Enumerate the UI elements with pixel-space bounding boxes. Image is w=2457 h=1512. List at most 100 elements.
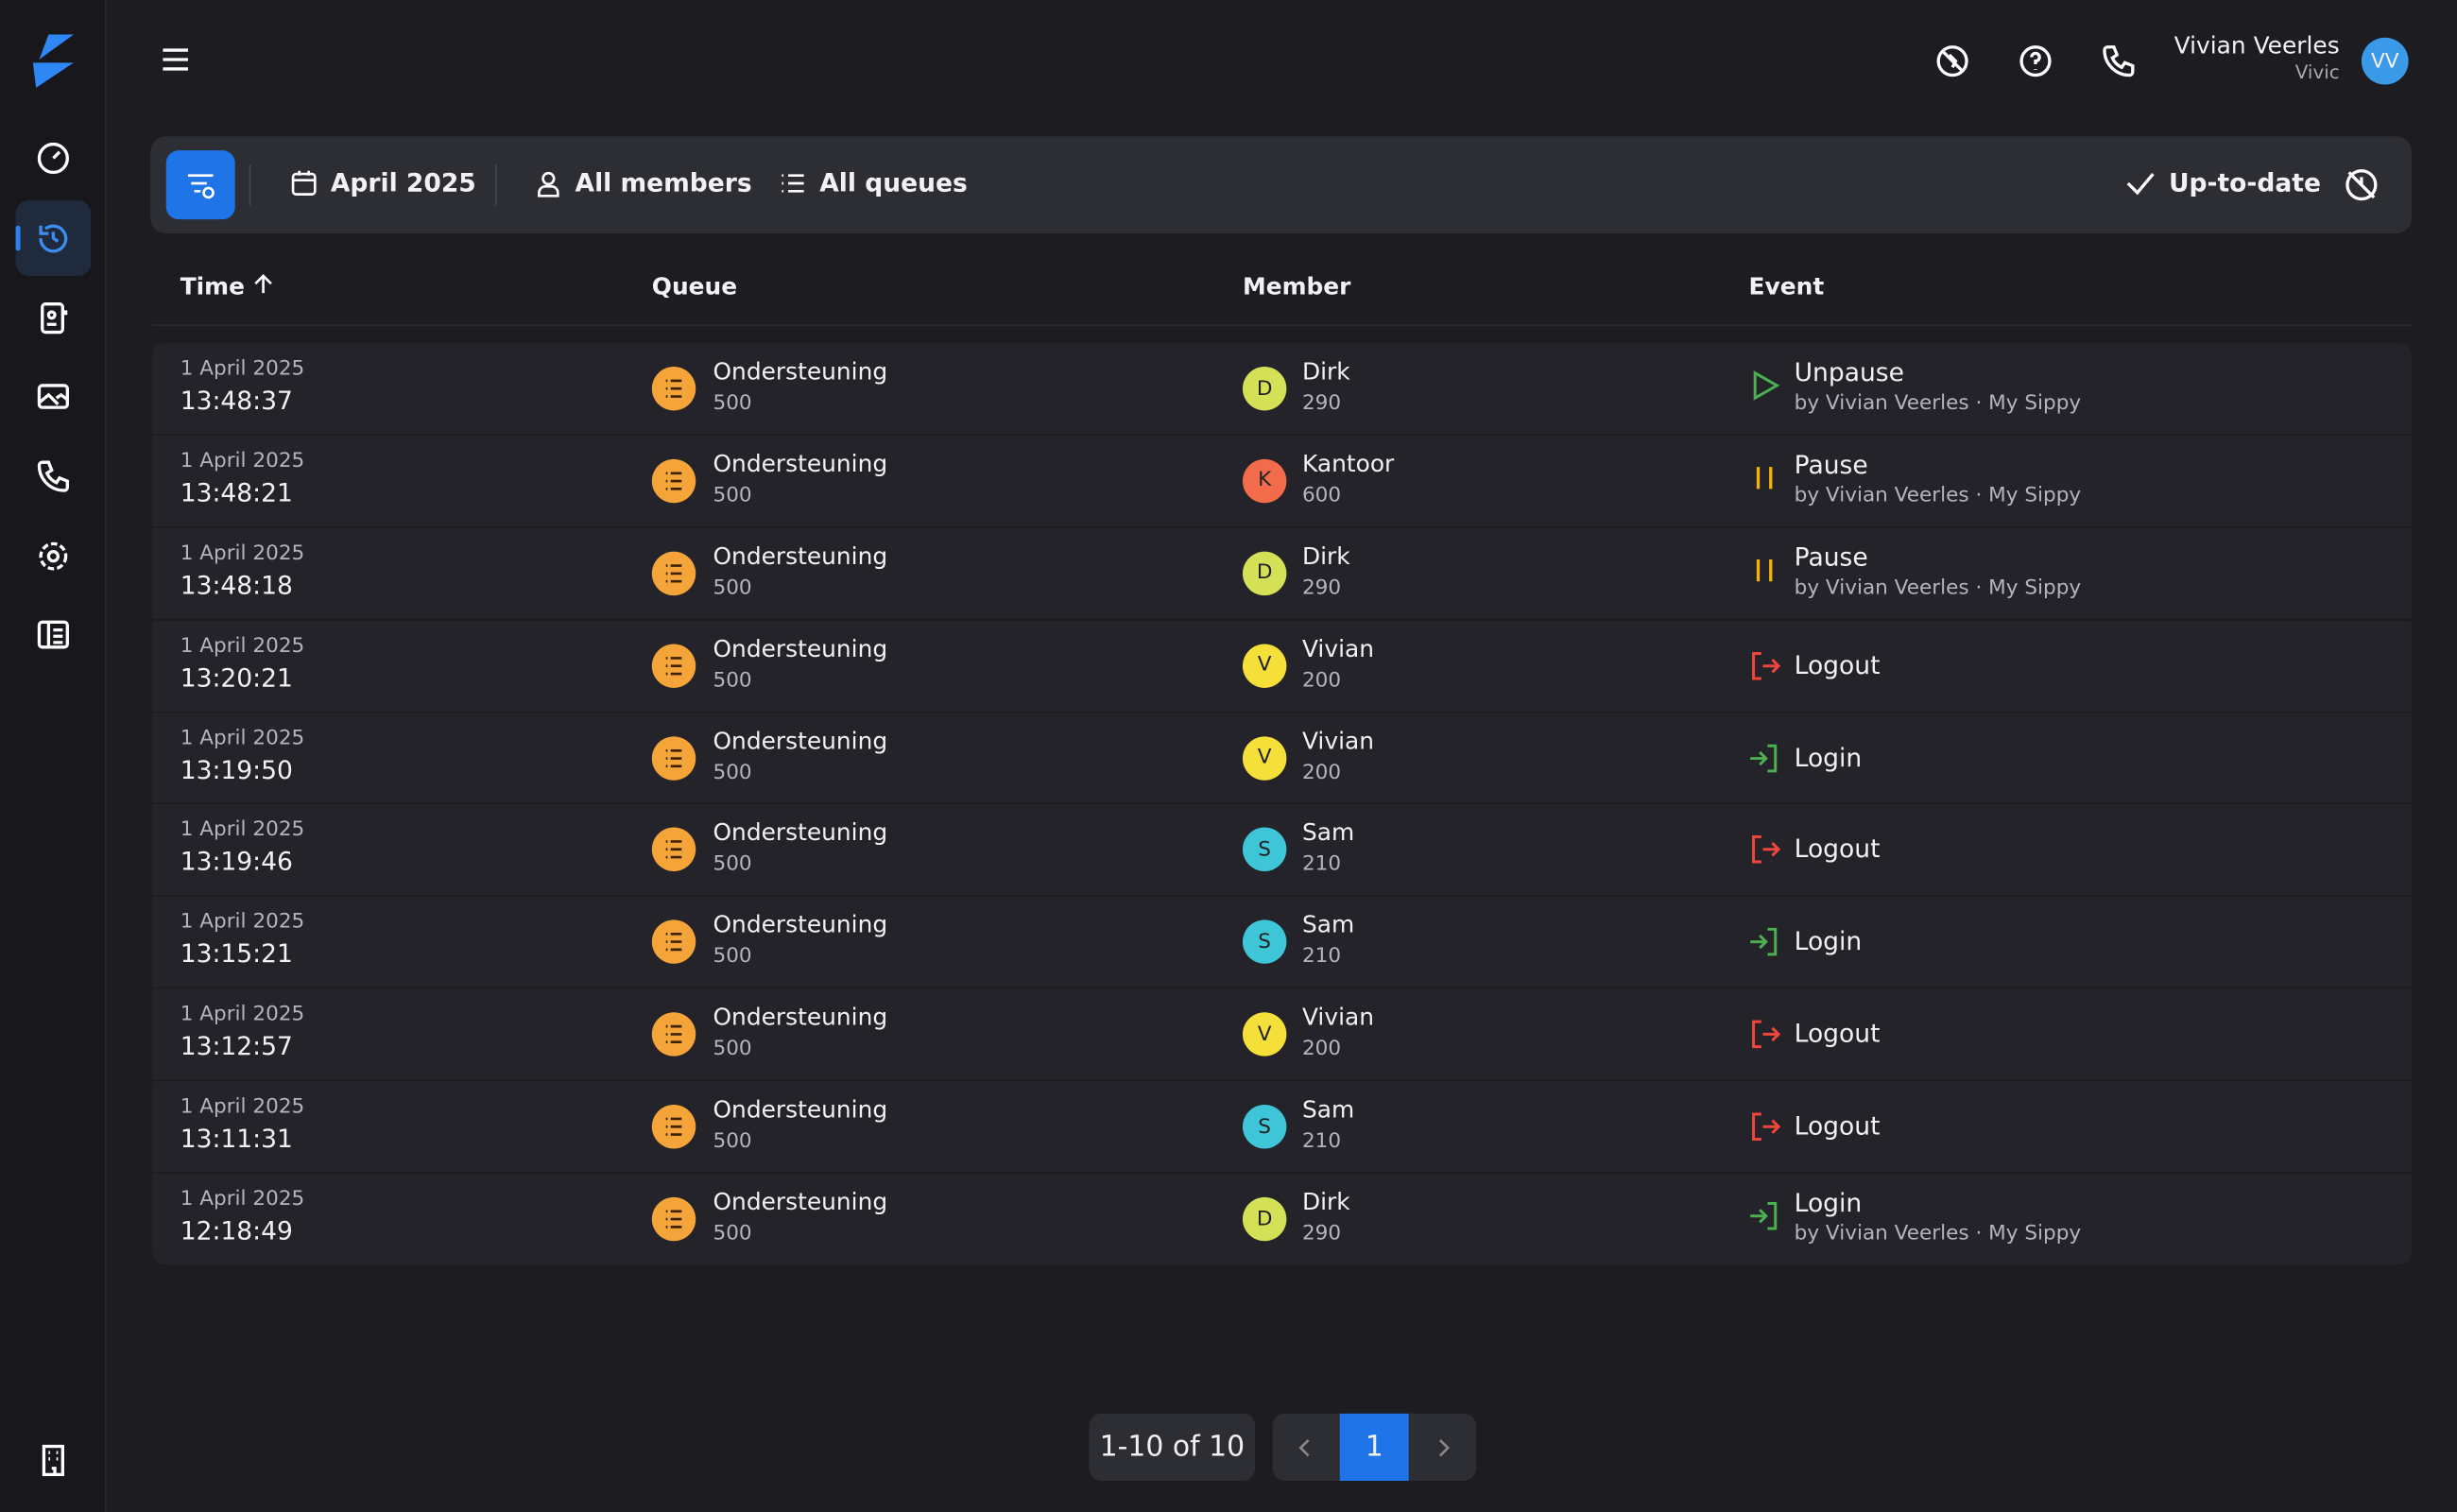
member-name: Vivian xyxy=(1301,726,1374,755)
event-icon xyxy=(1747,741,1781,775)
nav-active-bar xyxy=(15,225,21,251)
table-row[interactable]: 1 April 2025 13:11:31 Ondersteuning 500 S Sam… xyxy=(151,1081,2412,1175)
nav-settings[interactable] xyxy=(34,538,72,576)
nav-reports[interactable] xyxy=(34,616,72,654)
queue-name: Ondersteuning xyxy=(713,634,888,662)
table-row[interactable]: 1 April 2025 13:12:57 Ondersteuning 500 V Viv… xyxy=(151,989,2412,1082)
member-number: 200 xyxy=(1301,668,1342,693)
event-name: Logout xyxy=(1794,1019,1881,1049)
member-name: Dirk xyxy=(1301,357,1350,386)
table-row[interactable]: 1 April 2025 13:48:37 Ondersteuning 500 D Dir… xyxy=(151,343,2412,436)
menu-button[interactable] xyxy=(160,43,191,75)
month-label: April 2025 xyxy=(330,167,476,198)
queue-icon xyxy=(651,1012,696,1057)
queue-filter[interactable]: All queues xyxy=(779,167,968,198)
event-date: 1 April 2025 xyxy=(180,818,305,843)
logo xyxy=(32,34,74,88)
table-row[interactable]: 1 April 2025 13:15:21 Ondersteuning 500 S Sam… xyxy=(151,897,2412,989)
queue-name: Ondersteuning xyxy=(713,357,888,386)
queue-name: Ondersteuning xyxy=(713,1095,888,1125)
nav-dashboard[interactable] xyxy=(34,140,72,178)
queue-icon xyxy=(651,828,696,872)
next-page[interactable] xyxy=(1434,1436,1452,1458)
queue-number: 500 xyxy=(713,576,752,600)
event-date: 1 April 2025 xyxy=(180,910,305,935)
event-icon xyxy=(1747,553,1781,587)
queue-number: 500 xyxy=(713,852,752,877)
member-number: 200 xyxy=(1301,761,1342,785)
table-row[interactable]: 1 April 2025 13:19:50 Ondersteuning 500 V Viv… xyxy=(151,713,2412,805)
user-name: Vivian Veerles xyxy=(2174,31,2340,60)
table-row[interactable]: 1 April 2025 12:18:49 Ondersteuning 500 D Dir… xyxy=(152,1174,2412,1264)
queue-number: 500 xyxy=(713,391,752,416)
queues-label: All queues xyxy=(819,167,968,198)
event-time: 13:12:57 xyxy=(180,1031,293,1061)
event-date: 1 April 2025 xyxy=(180,449,305,473)
event-icon xyxy=(1747,925,1781,959)
member-name: Sam xyxy=(1301,1095,1355,1125)
member-name: Sam xyxy=(1301,910,1355,939)
nav-calls[interactable] xyxy=(34,457,72,495)
event-icon xyxy=(1747,369,1781,403)
col-queue[interactable]: Queue xyxy=(651,272,738,301)
event-time: 13:20:21 xyxy=(180,662,293,693)
page-range: 1-10 of 10 xyxy=(1089,1413,1256,1481)
member-number: 200 xyxy=(1301,1038,1342,1061)
prev-page[interactable] xyxy=(1296,1436,1314,1458)
queue-name: Ondersteuning xyxy=(713,910,888,939)
member-avatar: S xyxy=(1242,919,1287,965)
member-name: Vivian xyxy=(1301,634,1374,662)
user-avatar[interactable]: VV xyxy=(2361,37,2409,85)
help-button[interactable] xyxy=(2017,43,2054,80)
event-time: 13:11:31 xyxy=(180,1124,293,1154)
event-time: 13:19:46 xyxy=(180,847,293,877)
member-avatar: D xyxy=(1242,551,1287,595)
nav-history[interactable] xyxy=(34,219,72,257)
nav-company[interactable] xyxy=(34,1442,72,1480)
member-avatar: K xyxy=(1242,458,1287,504)
member-number: 210 xyxy=(1301,852,1342,877)
nav-media[interactable] xyxy=(34,378,72,416)
member-number: 290 xyxy=(1301,1222,1342,1246)
filter-button[interactable] xyxy=(165,150,235,220)
col-member[interactable]: Member xyxy=(1242,272,1351,301)
member-avatar: V xyxy=(1242,735,1287,781)
event-time: 13:19:50 xyxy=(180,754,293,785)
queue-name: Ondersteuning xyxy=(713,541,888,571)
phone-button[interactable] xyxy=(2100,43,2138,80)
queue-icon xyxy=(651,643,696,688)
event-name: Logout xyxy=(1794,833,1881,865)
current-page[interactable]: 1 xyxy=(1339,1413,1409,1481)
member-avatar: D xyxy=(1242,1196,1287,1242)
member-avatar: V xyxy=(1242,1012,1287,1057)
table-row[interactable]: 1 April 2025 13:48:18 Ondersteuning 500 D Dir… xyxy=(151,527,2412,621)
event-name: Login xyxy=(1794,742,1863,772)
month-filter[interactable]: April 2025 xyxy=(290,167,476,198)
event-date: 1 April 2025 xyxy=(180,357,305,381)
member-number: 600 xyxy=(1301,484,1342,508)
separator xyxy=(494,164,497,206)
table-row[interactable]: 1 April 2025 13:20:21 Ondersteuning 500 V Viv… xyxy=(151,620,2412,713)
table-row[interactable]: 1 April 2025 13:19:46 Ondersteuning 500 S Sam… xyxy=(151,804,2412,898)
event-time: 13:48:37 xyxy=(180,385,293,416)
nav-contacts[interactable] xyxy=(34,300,72,337)
queue-icon xyxy=(651,458,696,504)
member-avatar: S xyxy=(1242,828,1287,872)
queue-number: 500 xyxy=(713,761,752,785)
queue-number: 500 xyxy=(713,668,752,693)
member-name: Dirk xyxy=(1301,1187,1350,1216)
autorefresh-toggle[interactable] xyxy=(2345,167,2379,201)
member-number: 210 xyxy=(1301,1129,1342,1154)
event-name: Logout xyxy=(1794,1110,1881,1142)
col-event[interactable]: Event xyxy=(1748,272,1825,301)
queue-name: Ondersteuning xyxy=(713,1187,888,1216)
event-icon xyxy=(1747,460,1781,494)
col-time[interactable]: Time xyxy=(180,273,275,301)
event-date: 1 April 2025 xyxy=(180,1187,305,1211)
member-filter[interactable]: All members xyxy=(534,167,752,198)
table-row[interactable]: 1 April 2025 13:48:21 Ondersteuning 500 K Kan… xyxy=(151,436,2412,528)
dnd-button[interactable] xyxy=(1933,43,1971,80)
member-name: Kantoor xyxy=(1301,449,1395,478)
event-date: 1 April 2025 xyxy=(180,1003,305,1027)
event-by: by Vivian Veerles · My Sippy xyxy=(1794,1222,2082,1246)
